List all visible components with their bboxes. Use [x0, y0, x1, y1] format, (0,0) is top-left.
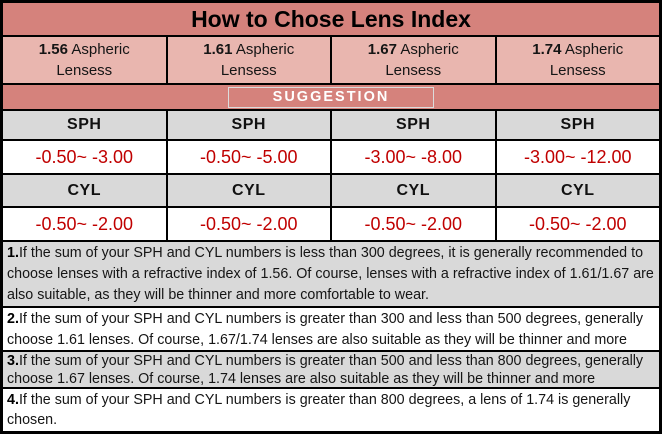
- index-number: 1.56: [38, 41, 68, 58]
- cyl-range-1-61: -0.50~ -2.00: [165, 208, 331, 240]
- header-line1: 1.74 Aspheric: [532, 39, 623, 60]
- cyl-label: CYL: [330, 175, 495, 206]
- index-number: 1.61: [203, 41, 233, 58]
- index-number: 1.67: [367, 41, 397, 58]
- note-2: 2.If the sum of your SPH and CYL numbers…: [3, 308, 659, 352]
- cyl-label: CYL: [67, 181, 101, 199]
- table-title-row: How to Chose Lens Index: [3, 3, 659, 37]
- sph-range-1-56: -0.50~ -3.00: [35, 146, 134, 167]
- column-header-1-74: 1.74 Aspheric Lensess: [494, 37, 660, 83]
- index-number: 1.74: [532, 41, 562, 58]
- index-type: Aspheric: [71, 41, 130, 58]
- header-line1: 1.56 Aspheric: [39, 39, 130, 60]
- column-header-1-56: 1.56 Aspheric Lensess: [3, 37, 166, 83]
- suggestion-label: SUGGESTION: [227, 86, 435, 108]
- note-number: 4.: [7, 392, 19, 408]
- cyl-label: CYL: [165, 175, 331, 206]
- header-line2: Lensess: [549, 62, 606, 79]
- sph-value-row: -0.50~ -3.00 -0.50~ -5.00 -3.00~ -8.00 -…: [3, 141, 659, 175]
- note-3: 3.If the sum of your SPH and CYL numbers…: [3, 352, 659, 389]
- sph-label-row: SPH SPH SPH SPH: [3, 111, 659, 141]
- cyl-range-1-56: -0.50~ -2.00: [35, 213, 134, 234]
- index-type: Aspheric: [564, 41, 624, 58]
- sph-label: SPH: [165, 111, 331, 139]
- note-1: 1.If the sum of your SPH and CYL numbers…: [3, 242, 659, 308]
- index-type: Aspheric: [400, 41, 459, 58]
- sph-range-1-61: -0.50~ -5.00: [165, 141, 331, 173]
- cyl-value-row: -0.50~ -2.00 -0.50~ -2.00 -0.50~ -2.00 -…: [3, 208, 659, 242]
- sph-range-1-74: -3.00~ -12.00: [494, 141, 660, 173]
- note-text: If the sum of your SPH and CYL numbers i…: [7, 392, 631, 428]
- column-header-1-67: 1.67 Aspheric Lensess: [330, 37, 495, 83]
- lens-index-header-row: 1.56 Aspheric Lensess 1.61 Aspheric Lens…: [3, 37, 659, 85]
- suggestion-banner: SUGGESTION: [3, 85, 659, 111]
- cyl-label: CYL: [494, 175, 660, 206]
- note-number: 2.: [7, 311, 19, 327]
- header-line2: Lensess: [220, 62, 277, 79]
- note-text: If the sum of your SPH and CYL numbers i…: [7, 245, 654, 303]
- note-number: 1.: [7, 245, 19, 261]
- header-line1: 1.67 Aspheric: [368, 39, 459, 60]
- note-text: If the sum of your SPH and CYL numbers i…: [7, 353, 644, 387]
- sph-label: SPH: [67, 116, 102, 133]
- index-type: Aspheric: [235, 41, 295, 58]
- header-line2: Lensess: [56, 62, 113, 79]
- page-title: How to Chose Lens Index: [191, 5, 471, 32]
- sph-label: SPH: [494, 111, 660, 139]
- note-4: 4.If the sum of your SPH and CYL numbers…: [3, 389, 659, 431]
- column-header-1-61: 1.61 Aspheric Lensess: [165, 37, 331, 83]
- sph-label: SPH: [330, 111, 495, 139]
- cyl-range-1-67: -0.50~ -2.00: [330, 208, 495, 240]
- sph-range-1-67: -3.00~ -8.00: [330, 141, 495, 173]
- header-line2: Lensess: [385, 62, 442, 79]
- header-line1: 1.61 Aspheric: [203, 39, 294, 60]
- cyl-range-1-74: -0.50~ -2.00: [494, 208, 660, 240]
- cyl-label-row: CYL CYL CYL CYL: [3, 175, 659, 208]
- note-number: 3.: [7, 353, 19, 369]
- note-text: If the sum of your SPH and CYL numbers i…: [7, 311, 644, 348]
